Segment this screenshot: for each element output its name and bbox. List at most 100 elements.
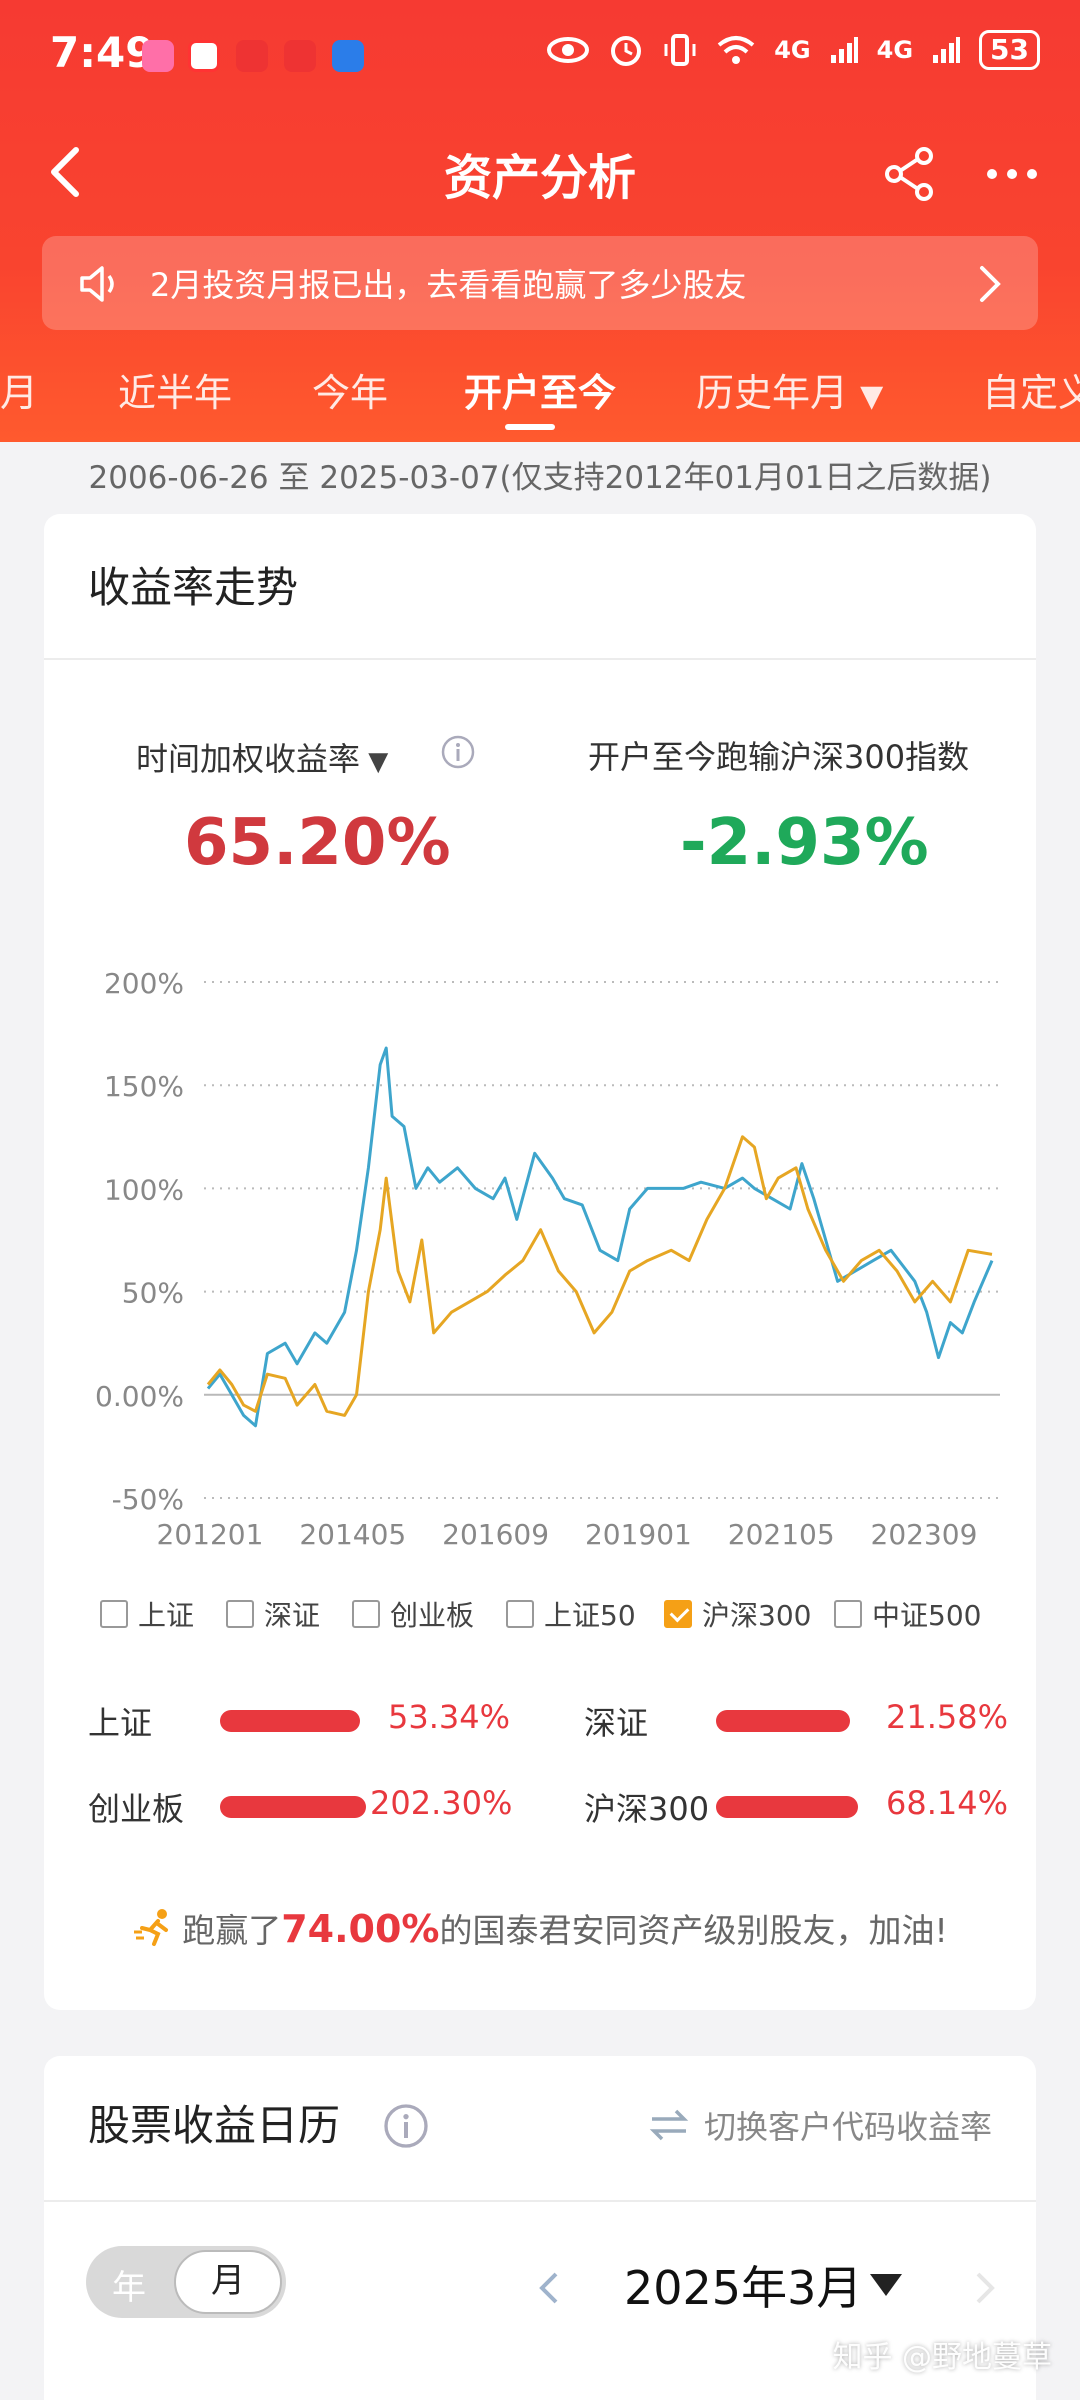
signal-icon <box>933 37 961 63</box>
returns-card-title: 收益率走势 <box>88 563 299 612</box>
active-tab-indicator <box>505 424 555 430</box>
index-value: 21.58% <box>886 1698 1009 1736</box>
benchmark-return-line <box>206 1135 993 1417</box>
legend-label: 上证 <box>138 1599 195 1632</box>
month-label: 2025年3月 <box>624 2261 863 2315</box>
index-value: 53.34% <box>388 1698 511 1736</box>
x-tick-label: 201901 <box>585 1518 692 1551</box>
y-tick-label: 50% <box>122 1277 184 1310</box>
y-tick-label: 0.00% <box>95 1380 184 1413</box>
toggle-year[interactable]: 年 <box>112 2268 146 2308</box>
back-arrow-icon[interactable] <box>38 142 98 202</box>
info-icon[interactable] <box>382 2102 430 2150</box>
ranking-message: 跑赢了74.00%的国泰君安同资产级别股友，加油! <box>0 1904 1080 1952</box>
share-icon[interactable] <box>880 144 940 204</box>
chevron-left-icon[interactable] <box>534 2268 564 2308</box>
legend-item[interactable]: 上证50 <box>506 1594 636 1634</box>
legend-item[interactable]: 上证 <box>100 1594 194 1634</box>
legend-item[interactable]: 深证 <box>226 1594 320 1634</box>
index-name: 创业板 <box>88 1790 185 1828</box>
benchmark-compare-label: 开户至今跑输沪深300指数 <box>588 738 970 776</box>
speaker-icon <box>80 266 114 302</box>
navigation-bar: 资产分析 <box>0 128 1080 218</box>
tab-historical-month-label: 历史年月 <box>696 371 849 415</box>
tab-three-months[interactable]: 三月 <box>0 371 39 415</box>
eye-icon <box>547 37 590 63</box>
legend-checkbox[interactable] <box>100 1600 128 1628</box>
monthly-report-banner[interactable]: 2月投资月报已出，去看看跑赢了多少股友 <box>42 236 1038 330</box>
tab-this-year[interactable]: 今年 <box>312 371 389 415</box>
returns-line-chart: 200% 150% 100% 50% 0.00% -50%201201 201405 2016… <box>95 967 1000 1551</box>
year-month-toggle[interactable]: 年 月 <box>86 2246 286 2318</box>
index-bar <box>220 1796 366 1818</box>
legend-label: 中证500 <box>872 1599 982 1632</box>
x-tick-label: 201201 <box>157 1518 264 1551</box>
swap-arrows-icon <box>649 2109 689 2141</box>
x-tick-label: 201609 <box>442 1518 549 1551</box>
tab-since-opening[interactable]: 开户至今 <box>464 371 617 415</box>
toggle-month[interactable]: 月 <box>174 2250 282 2314</box>
legend-checkbox[interactable] <box>226 1600 254 1628</box>
legend-checkbox[interactable] <box>664 1600 692 1628</box>
legend-checkbox[interactable] <box>834 1600 862 1628</box>
y-tick-label: -50% <box>112 1483 184 1516</box>
period-tabs: 三月 近半年 今年 开户至今 历史年月 ▼ 自定义 <box>0 352 1080 432</box>
legend-label: 创业板 <box>390 1599 475 1632</box>
legend-item[interactable]: 中证500 <box>834 1594 981 1634</box>
index-bar <box>716 1796 858 1818</box>
index-name: 深证 <box>584 1704 649 1742</box>
benchmark-compare-value: -2.93% <box>680 806 929 880</box>
banner-text: 2月投资月报已出，去看看跑赢了多少股友 <box>150 266 747 304</box>
index-name: 上证 <box>88 1704 153 1742</box>
legend-item[interactable]: 创业板 <box>352 1594 474 1634</box>
calendar-card-title: 股票收益日历 <box>88 2101 341 2150</box>
index-compare-item: 创业板 202.30% <box>88 1784 512 1828</box>
tab-custom[interactable]: 自定义 <box>982 371 1080 415</box>
runner-icon <box>134 1909 169 1946</box>
ranking-prefix: 跑赢了 <box>182 1911 282 1950</box>
card-divider <box>44 2200 1036 2202</box>
index-value: 68.14% <box>886 1784 1009 1822</box>
notification-app-icon <box>332 40 364 72</box>
date-range-text: 2006-06-26 至 2025-03-07(仅支持2012年01月01日之后… <box>88 460 992 496</box>
notification-app-icon <box>284 40 316 72</box>
network-label-2: 4G <box>876 36 914 64</box>
info-icon[interactable] <box>440 734 476 770</box>
battery-indicator: 53 <box>979 30 1040 70</box>
y-tick-label: 200% <box>104 967 184 1000</box>
index-compare-item: 沪深300 68.14% <box>584 1784 1008 1828</box>
page-title: 资产分析 <box>443 150 636 206</box>
ranking-suffix: 的国泰君安同资产级别股友，加油! <box>439 1911 948 1950</box>
switch-customer-code-button[interactable]: 切换客户代码收益率 <box>648 2102 992 2148</box>
network-label: 4G <box>774 36 811 64</box>
chart-legend: 上证 深证 创业板 上证50 沪深300 中证500 <box>100 1594 1020 1634</box>
notification-app-icon <box>236 40 268 72</box>
legend-checkbox[interactable] <box>506 1600 534 1628</box>
x-tick-label: 202105 <box>728 1518 835 1551</box>
legend-label: 深证 <box>264 1599 321 1632</box>
time-weighted-return-selector[interactable]: 时间加权收益率 ▼ <box>136 734 388 780</box>
legend-label: 上证50 <box>544 1599 636 1632</box>
time-weighted-return-label: 时间加权收益率 <box>136 740 361 778</box>
legend-item[interactable]: 沪深300 <box>664 1594 811 1634</box>
dropdown-triangle-icon: ▼ <box>360 747 389 777</box>
dropdown-triangle-icon: ▼ <box>860 379 884 414</box>
status-bar: 7:49 4G 4G 53 <box>0 0 1080 110</box>
tab-historical-month[interactable]: 历史年月 ▼ <box>696 362 883 417</box>
time-weighted-return-value: 65.20% <box>184 806 451 880</box>
switch-label: 切换客户代码收益率 <box>703 2108 992 2146</box>
legend-checkbox[interactable] <box>352 1600 380 1628</box>
more-options-icon[interactable] <box>980 144 1044 204</box>
profit-calendar-card: 股票收益日历 切换客户代码收益率 年 月 2025年3月 <box>44 2056 1036 2400</box>
chevron-right-icon[interactable] <box>970 2268 1000 2308</box>
card-divider <box>44 658 1036 660</box>
dropdown-triangle-icon[interactable] <box>866 2270 906 2300</box>
y-tick-label: 150% <box>104 1070 184 1103</box>
y-tick-label: 100% <box>104 1173 184 1206</box>
legend-label: 沪深300 <box>702 1599 812 1632</box>
index-bar <box>716 1710 850 1732</box>
notification-app-icon <box>188 40 220 72</box>
x-tick-label: 201405 <box>299 1518 406 1551</box>
wifi-icon <box>717 36 755 64</box>
tab-half-year[interactable]: 近半年 <box>118 371 233 415</box>
